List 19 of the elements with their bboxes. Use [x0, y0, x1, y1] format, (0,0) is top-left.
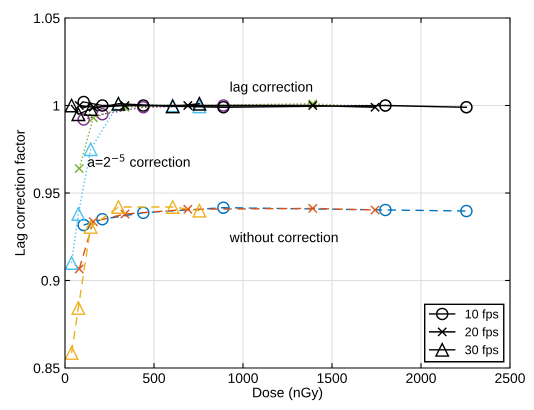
- legend-label: 30 fps: [465, 345, 498, 357]
- x-tick-label: 2000: [406, 373, 436, 384]
- y-tick-label: 1.05: [34, 13, 60, 24]
- legend-label: 20 fps: [465, 327, 498, 339]
- legend-label: 10 fps: [466, 309, 498, 321]
- x-tick-label: 1000: [228, 373, 258, 384]
- x-tick-label: 0: [62, 373, 68, 384]
- y-axis-title: Lag correction factor: [14, 130, 28, 256]
- y-tick-label: 0.95: [34, 188, 60, 198]
- x-tick-label: 1500: [318, 373, 347, 384]
- annotation: a=2$^{−5}$ correction: [88, 154, 190, 167]
- x-tick-label: 500: [142, 373, 166, 384]
- x-tick-label: 2500: [495, 373, 525, 384]
- y-tick-label: 0.9: [41, 276, 60, 286]
- annotation: lag correction: [230, 82, 312, 94]
- x-axis-title: Dose (nGy): [253, 387, 322, 400]
- y-tick-label: 0.85: [34, 363, 60, 374]
- y-tick-label: 1: [53, 100, 60, 111]
- annotation: without correction: [230, 232, 338, 242]
